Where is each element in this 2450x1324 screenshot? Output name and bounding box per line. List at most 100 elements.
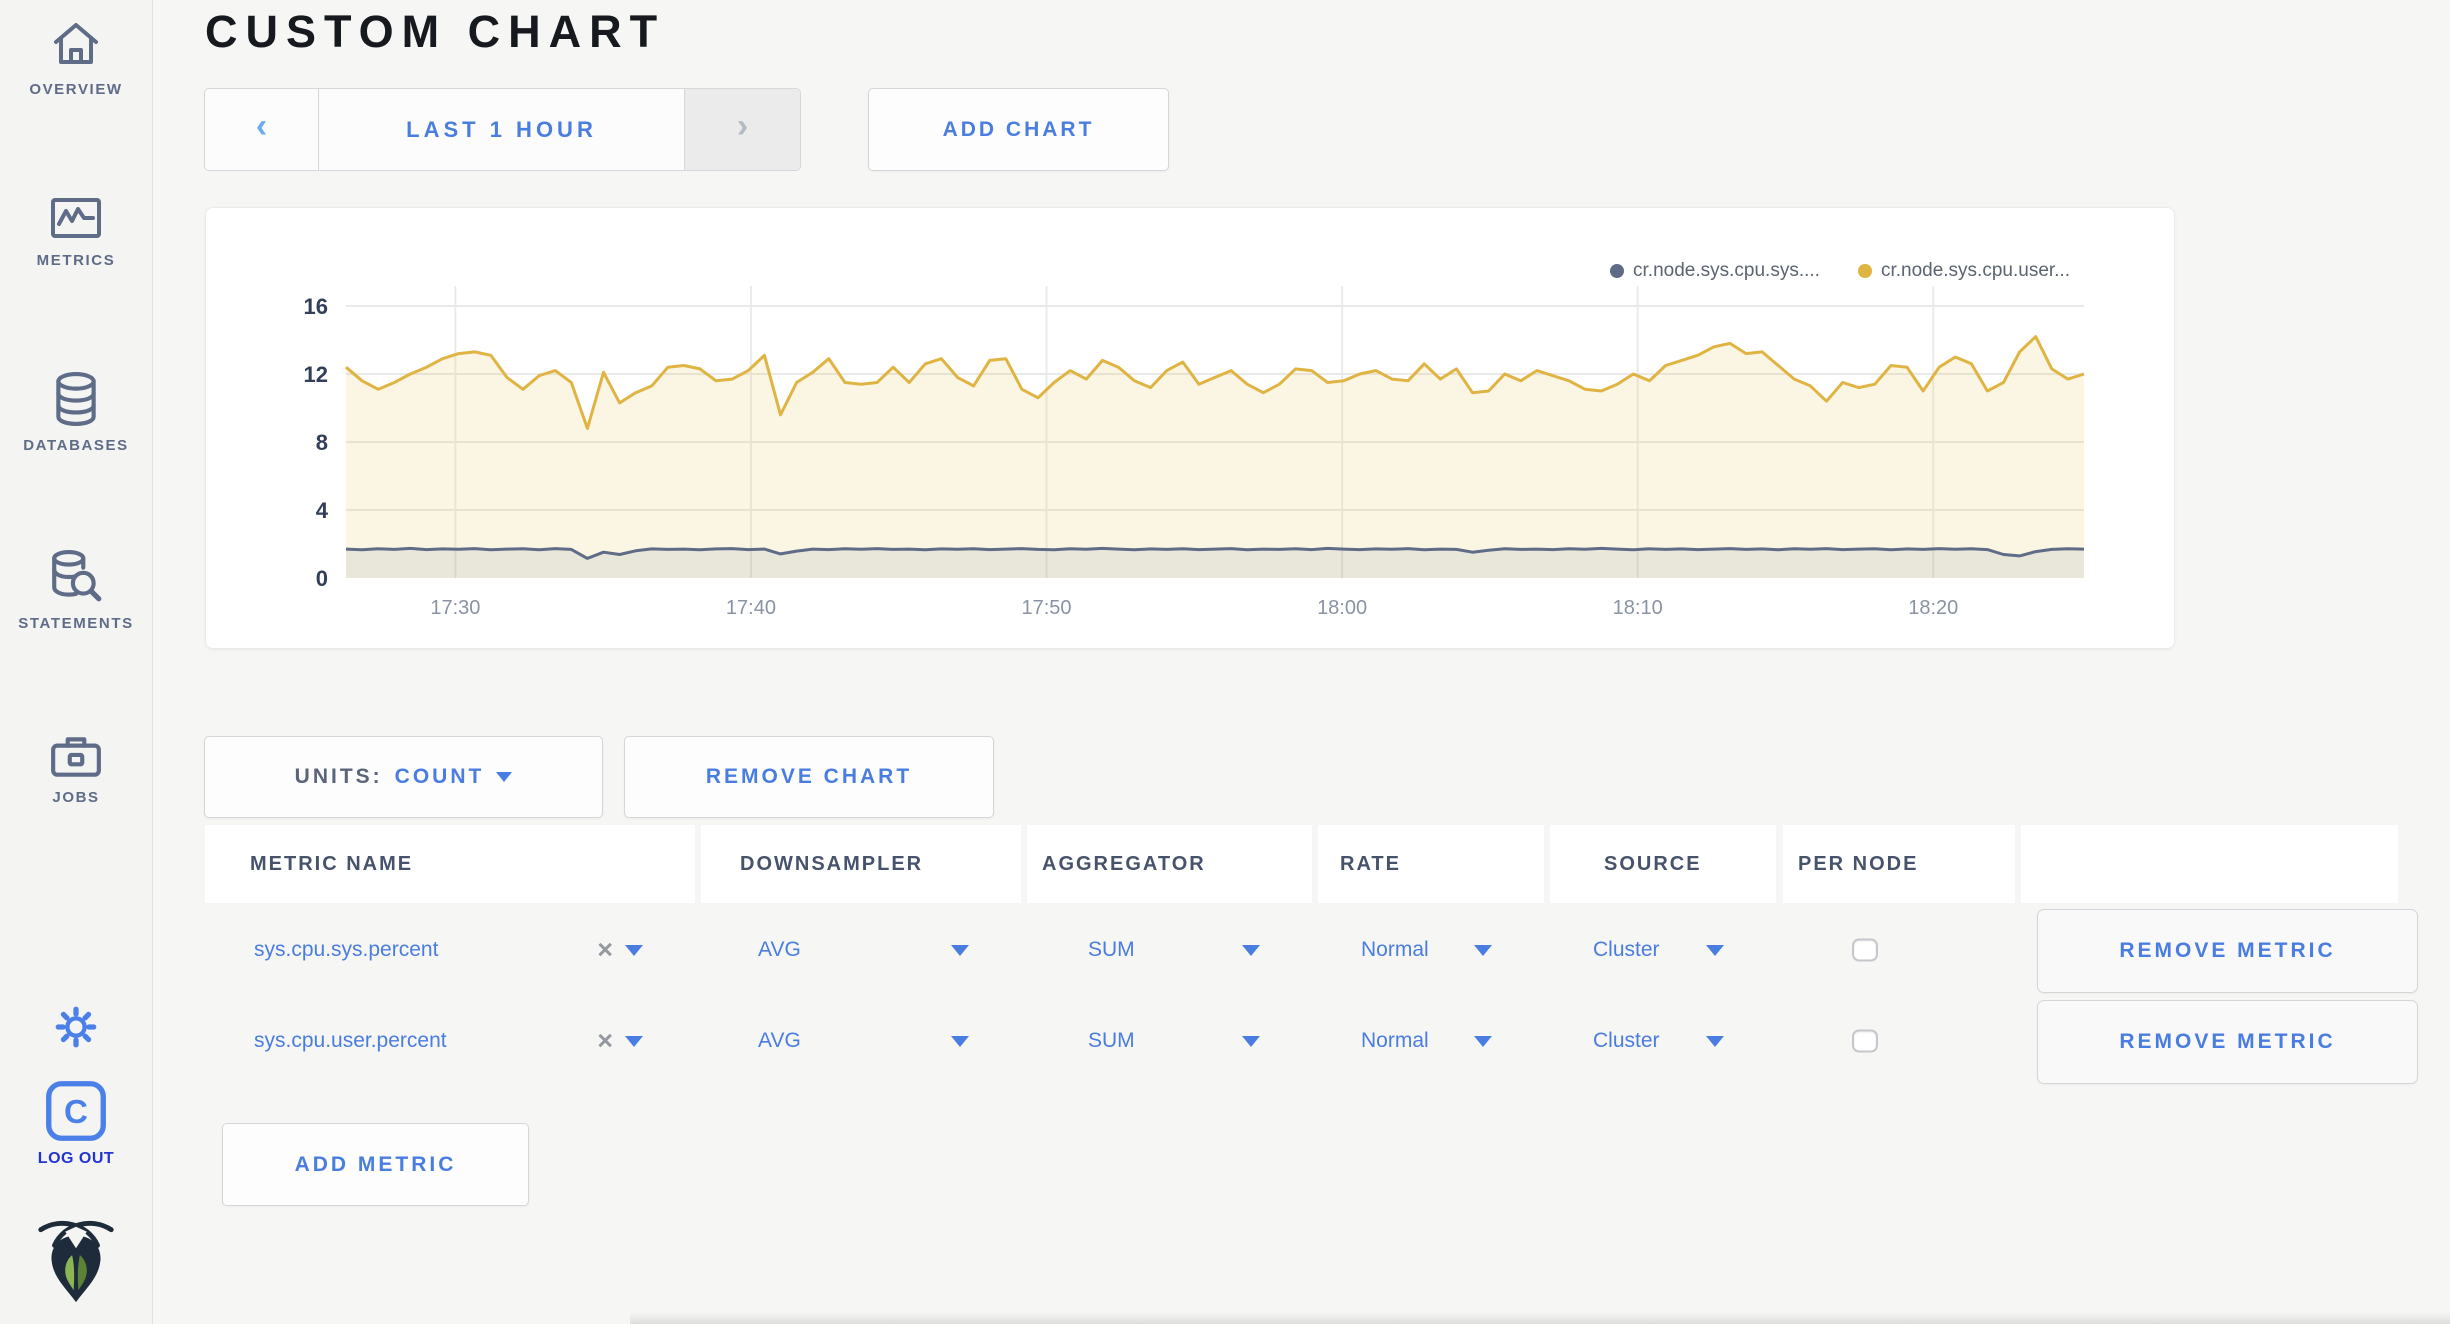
legend-dot-sys xyxy=(1610,264,1625,278)
units-label: UNITS: xyxy=(294,765,383,788)
per-node-checkbox[interactable] xyxy=(1852,1029,1878,1053)
source-value: Cluster xyxy=(1593,938,1660,961)
prev-range-button[interactable]: ‹ xyxy=(205,89,318,170)
svg-text:12: 12 xyxy=(304,362,328,387)
metric-name-dropdown[interactable]: sys.cpu.sys.percent × xyxy=(205,910,695,990)
per-node-cell xyxy=(1783,1001,2015,1081)
aggregator-value: SUM xyxy=(1088,1029,1135,1052)
source-value: Cluster xyxy=(1593,1029,1660,1052)
downsampler-dropdown[interactable]: AVG xyxy=(701,910,1021,990)
units-value: COUNT xyxy=(394,765,485,788)
cockroach-c-icon: C xyxy=(46,1081,106,1141)
dropdown-caret-icon[interactable] xyxy=(951,945,969,956)
sidebar-item-jobs[interactable]: JOBS xyxy=(0,733,152,806)
per-node-checkbox[interactable] xyxy=(1852,938,1878,962)
svg-text:C: C xyxy=(64,1094,88,1131)
clear-icon[interactable]: × xyxy=(597,934,613,965)
units-dropdown[interactable]: UNITS: COUNT xyxy=(204,736,603,818)
aggregator-value: SUM xyxy=(1088,938,1135,961)
legend-item-user[interactable]: cr.node.sys.cpu.user... xyxy=(1857,260,2070,282)
svg-text:8: 8 xyxy=(316,430,328,455)
clear-icon[interactable]: × xyxy=(597,1025,613,1056)
legend-item-sys[interactable]: cr.node.sys.cpu.sys.... xyxy=(1610,260,1820,282)
dropdown-caret-icon[interactable] xyxy=(1706,945,1724,956)
dropdown-caret-icon[interactable] xyxy=(1474,945,1492,956)
dropdown-caret-icon[interactable] xyxy=(951,1036,969,1047)
downsampler-value: AVG xyxy=(758,938,801,961)
column-header-actions xyxy=(2021,825,2398,903)
dropdown-caret-icon[interactable] xyxy=(625,1036,643,1047)
svg-text:17:50: 17:50 xyxy=(1021,597,1071,619)
svg-text:18:00: 18:00 xyxy=(1317,597,1367,619)
downsampler-value: AVG xyxy=(758,1029,801,1052)
sidebar-item-label: STATEMENTS xyxy=(18,615,134,632)
source-dropdown[interactable]: Cluster xyxy=(1550,910,1776,990)
sidebar-item-label: METRICS xyxy=(36,252,116,269)
rate-value: Normal xyxy=(1361,938,1429,961)
add-chart-button[interactable]: ADD CHART xyxy=(868,88,1169,171)
page-title: CUSTOM CHART xyxy=(205,6,666,57)
column-header-metric-name: METRIC NAME xyxy=(205,825,695,903)
sidebar-item-metrics[interactable]: METRICS xyxy=(0,194,152,269)
chart-card: 0 4 8 12 16 17:30 17:40 17:50 18:00 18:10 18:20 cr… xyxy=(205,207,2175,649)
cockroach-bug-icon xyxy=(38,1220,114,1303)
legend-label: cr.node.sys.cpu.user... xyxy=(1880,260,2070,281)
chevron-left-icon: ‹ xyxy=(255,107,268,145)
sidebar-item-databases[interactable]: DATABASES xyxy=(0,371,152,454)
sidebar-item-label: OVERVIEW xyxy=(29,81,123,98)
legend-dot-user xyxy=(1857,264,1872,278)
dropdown-caret-icon[interactable] xyxy=(625,945,643,956)
rate-dropdown[interactable]: Normal xyxy=(1318,910,1544,990)
aggregator-dropdown[interactable]: SUM xyxy=(1027,910,1312,990)
time-range-label[interactable]: LAST 1 HOUR xyxy=(318,89,685,170)
settings-button[interactable] xyxy=(0,1004,152,1050)
metric-name-value: sys.cpu.user.percent xyxy=(254,1029,447,1052)
bottom-scroll-shadow xyxy=(630,1312,2450,1324)
home-icon xyxy=(54,23,98,64)
per-node-cell xyxy=(1783,910,2015,990)
rate-value: Normal xyxy=(1361,1029,1429,1052)
legend-label: cr.node.sys.cpu.sys.... xyxy=(1633,260,1820,281)
cockroachdb-logo xyxy=(0,1216,152,1306)
downsampler-dropdown[interactable]: AVG xyxy=(701,1001,1021,1081)
dropdown-caret-icon[interactable] xyxy=(1474,1036,1492,1047)
aggregator-dropdown[interactable]: SUM xyxy=(1027,1001,1312,1081)
column-header-downsampler: DOWNSAMPLER xyxy=(701,825,1021,903)
column-header-rate: RATE xyxy=(1318,825,1544,903)
source-dropdown[interactable]: Cluster xyxy=(1550,1001,1776,1081)
gear-icon xyxy=(55,1006,97,1048)
svg-text:16: 16 xyxy=(304,294,328,319)
rate-dropdown[interactable]: Normal xyxy=(1318,1001,1544,1081)
dropdown-caret-icon xyxy=(496,772,513,782)
sidebar-item-overview[interactable]: OVERVIEW xyxy=(0,17,152,98)
svg-text:18:20: 18:20 xyxy=(1908,597,1958,619)
metric-name-value: sys.cpu.sys.percent xyxy=(254,938,439,961)
chevron-right-icon: › xyxy=(736,107,749,145)
dropdown-caret-icon[interactable] xyxy=(1242,945,1260,956)
metrics-chart: 0 4 8 12 16 17:30 17:40 17:50 18:00 18:10 18:20 xyxy=(304,286,2085,619)
svg-text:4: 4 xyxy=(316,498,329,523)
sidebar-item-statements[interactable]: STATEMENTS xyxy=(0,549,152,632)
sidebar-item-label: JOBS xyxy=(52,789,100,806)
dropdown-caret-icon[interactable] xyxy=(1706,1036,1724,1047)
column-header-per-node: PER NODE xyxy=(1783,825,2015,903)
svg-text:17:40: 17:40 xyxy=(726,597,776,619)
logout-label[interactable]: LOG OUT xyxy=(37,1150,115,1167)
logout-button[interactable]: C xyxy=(0,1080,152,1142)
time-range-selector: ‹ LAST 1 HOUR › xyxy=(204,88,801,171)
statements-icon xyxy=(52,550,102,602)
remove-chart-button[interactable]: REMOVE CHART xyxy=(624,736,994,818)
add-metric-button[interactable]: ADD METRIC xyxy=(222,1123,529,1206)
column-header-source: SOURCE xyxy=(1550,825,1776,903)
remove-metric-button[interactable]: REMOVE METRIC xyxy=(2037,1000,2418,1084)
remove-metric-button[interactable]: REMOVE METRIC xyxy=(2037,909,2418,993)
dropdown-caret-icon[interactable] xyxy=(1242,1036,1260,1047)
svg-text:18:10: 18:10 xyxy=(1613,597,1663,619)
next-range-button[interactable]: › xyxy=(685,89,800,170)
chart-legend: cr.node.sys.cpu.sys.... cr.node.sys.cpu.… xyxy=(1610,260,2070,282)
sidebar: OVERVIEW METRICS DATABASES xyxy=(0,0,153,1324)
metric-name-dropdown[interactable]: sys.cpu.user.percent × xyxy=(205,1001,695,1081)
metrics-icon xyxy=(51,198,101,238)
sidebar-item-label: DATABASES xyxy=(23,437,129,454)
